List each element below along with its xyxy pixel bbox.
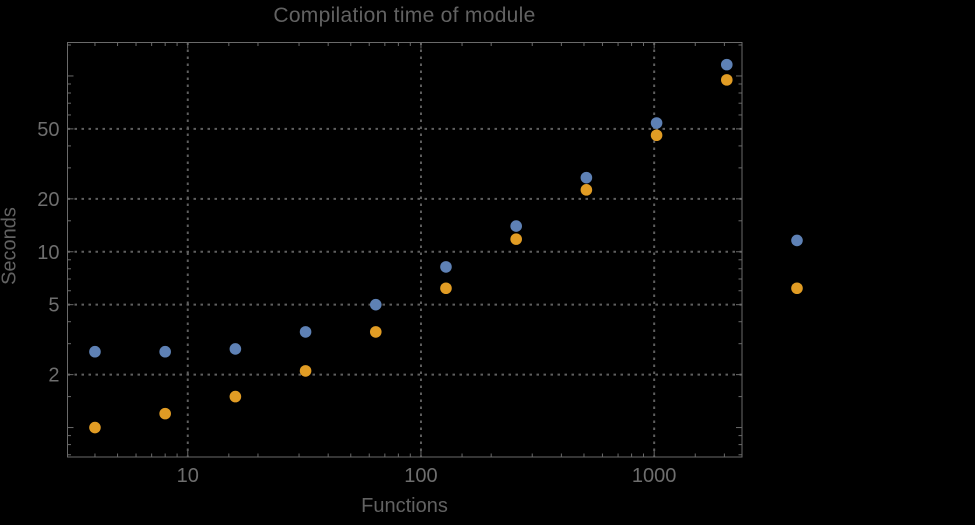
data-point-orange [720,74,733,86]
data-point-orange [510,233,522,245]
data-point-blue [159,345,171,358]
data-point-blue [440,261,452,273]
data-point-blue [369,298,382,311]
data-point-orange [650,129,663,142]
data-point-blue [580,171,593,184]
data-point-orange [89,421,101,434]
data-point-blue [650,117,663,129]
data-point-blue [89,345,101,358]
data-point-orange [791,282,803,295]
data-point-orange [369,326,382,338]
data-point-orange [299,365,312,377]
y-tick-label: 20 [37,189,59,211]
y-tick-label: 2 [48,365,59,387]
data-point-orange [440,282,452,295]
data-point-orange [580,184,593,196]
data-point-blue [299,326,312,338]
x-tick-label: 1000 [632,465,677,487]
x-tick-label: 10 [177,465,199,487]
data-point-blue [720,58,733,71]
plot-title: Compilation time of module [273,4,536,27]
data-point-blue [791,234,803,247]
plot-frame [67,42,743,458]
data-point-orange [229,390,242,403]
data-point-orange [159,407,171,420]
data-point-blue [229,343,242,355]
y-tick-label: 10 [37,242,59,264]
y-axis-label: Seconds [0,207,21,285]
x-tick-label: 100 [404,465,437,487]
y-tick-label: 50 [37,119,59,141]
data-point-blue [510,220,522,232]
x-axis-label: Functions [361,495,448,517]
y-tick-label: 5 [48,295,59,317]
